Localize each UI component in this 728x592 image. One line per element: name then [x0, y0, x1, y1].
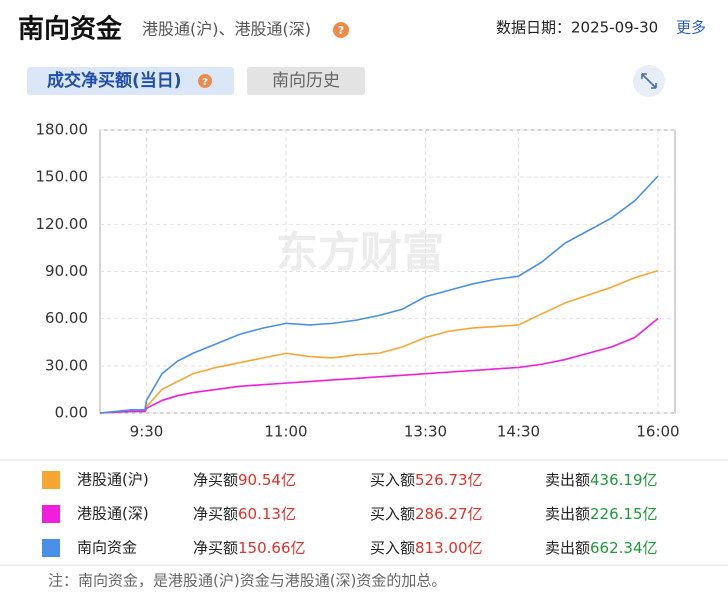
- x-tick-label: 9:30: [130, 423, 164, 441]
- legend-name: 南向资金: [77, 539, 137, 557]
- y-tick-label: 90.00: [45, 262, 88, 280]
- field-label: 净买额: [193, 471, 238, 489]
- y-tick-label: 150.00: [36, 168, 89, 186]
- legend-field: 净买额150.66亿: [193, 539, 306, 557]
- field-value: 286.27亿: [415, 505, 483, 523]
- expand-icon: [641, 73, 657, 89]
- field-label: 净买额: [193, 505, 238, 523]
- legend-swatch: [42, 539, 60, 557]
- y-tick-label: 120.00: [36, 215, 89, 233]
- help-icon-text: ?: [338, 24, 344, 37]
- legend-field: 买入额286.27亿: [370, 505, 483, 523]
- series-line: [99, 317, 659, 414]
- field-value: 90.54亿: [238, 471, 296, 489]
- x-tick-label: 13:30: [404, 423, 447, 441]
- y-tick-label: 60.00: [45, 309, 88, 327]
- field-value: 60.13亿: [238, 505, 296, 523]
- x-tick-label: 14:30: [497, 423, 540, 441]
- legend-field: 卖出额662.34亿: [545, 539, 658, 557]
- help-icon[interactable]: [198, 74, 212, 88]
- legend-field: 卖出额226.15亿: [545, 505, 658, 523]
- legend-field: 净买额90.54亿: [193, 471, 296, 489]
- series-line: [99, 175, 659, 414]
- field-label: 卖出额: [545, 505, 590, 523]
- legend-field: 买入额526.73亿: [370, 471, 483, 489]
- legend: 港股通(沪) 净买额90.54亿 买入额526.73亿 卖出额436.19亿港股通(深…: [42, 471, 658, 557]
- x-tick-label: 11:00: [264, 423, 307, 441]
- field-label: 卖出额: [545, 539, 590, 557]
- x-tick-label: 16:00: [636, 423, 679, 441]
- help-icon[interactable]: [333, 22, 349, 38]
- tab-label: 成交净买额(当日): [47, 70, 182, 91]
- tab-active[interactable]: [27, 67, 234, 95]
- data-date: 数据日期：2025-09-30: [496, 19, 658, 37]
- field-label: 买入额: [370, 471, 415, 489]
- watermark: 东方财富: [276, 228, 444, 277]
- help-icon-text: ?: [202, 77, 208, 88]
- legend-name: 港股通(沪): [77, 471, 149, 489]
- plot: 东方财富 0.00 30.00 60.00 90.00 120.00 150.00 180.0…: [36, 121, 680, 441]
- legend-field: 净买额60.13亿: [193, 505, 296, 523]
- field-label: 净买额: [193, 539, 238, 557]
- field-value: 226.15亿: [590, 505, 658, 523]
- legend-name: 港股通(深): [77, 505, 149, 523]
- field-value: 526.73亿: [415, 471, 483, 489]
- field-value: 662.34亿: [590, 539, 658, 557]
- field-label: 买入额: [370, 539, 415, 557]
- series-line: [99, 269, 659, 414]
- title: 南向资金: [18, 14, 123, 45]
- legend-field: 卖出额436.19亿: [545, 471, 658, 489]
- legend-swatch: [42, 505, 60, 523]
- legend-field: 买入额813.00亿: [370, 539, 483, 557]
- tab-label: 南向历史: [272, 71, 340, 91]
- legend-swatch: [42, 471, 60, 489]
- field-value: 436.19亿: [590, 471, 658, 489]
- field-label: 买入额: [370, 505, 415, 523]
- field-value: 150.66亿: [238, 539, 306, 557]
- more-link[interactable]: 更多: [676, 19, 706, 37]
- y-tick-label: 180.00: [36, 121, 89, 139]
- tab[interactable]: [247, 67, 365, 95]
- y-tick-label: 0.00: [55, 404, 88, 422]
- subtitle: 港股通(沪)、港股通(深): [142, 20, 311, 39]
- field-label: 卖出额: [545, 471, 590, 489]
- footer-note: 注：南向资金，是港股通(沪)资金与港股通(深)资金的加总。: [48, 572, 446, 590]
- y-tick-label: 30.00: [45, 356, 88, 374]
- field-value: 813.00亿: [415, 539, 483, 557]
